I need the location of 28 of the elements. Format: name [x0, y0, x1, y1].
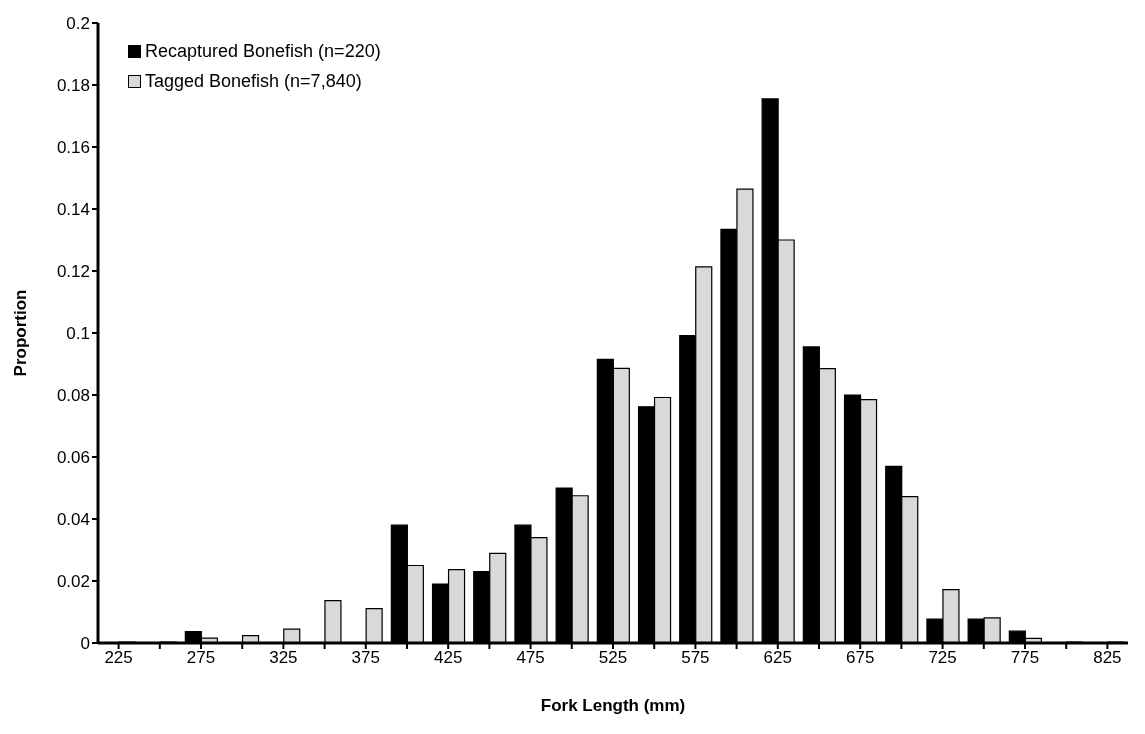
- x-tick-label: 325: [269, 648, 298, 668]
- y-tick-label: 0.18: [56, 76, 90, 96]
- x-tick-label: 475: [516, 648, 545, 668]
- legend-label: Tagged Bonefish (n=7,840): [145, 70, 362, 93]
- y-axis-title: Proportion: [11, 289, 31, 377]
- y-tick-label: 0.16: [56, 138, 90, 158]
- y-tick-label: 0.1: [66, 324, 90, 344]
- x-tick-label: 275: [186, 648, 216, 668]
- x-tick-label: 225: [104, 648, 133, 668]
- x-tick-label: 625: [763, 648, 792, 668]
- x-tick-label: 675: [846, 648, 875, 668]
- y-tick-label: 0.06: [56, 448, 90, 468]
- x-tick-label: 575: [681, 648, 710, 668]
- x-axis-title: Fork Length (mm): [540, 696, 686, 715]
- x-tick-label: 525: [598, 648, 628, 668]
- y-tick-label: 0.14: [56, 200, 90, 220]
- y-tick-label: 0.12: [56, 262, 90, 282]
- y-tick-label: 0.04: [56, 510, 90, 530]
- x-tick-label: 425: [434, 648, 463, 668]
- y-tick-label: 0: [80, 634, 90, 654]
- x-tick-label: 375: [351, 648, 380, 668]
- y-tick-label: 0.2: [66, 14, 90, 34]
- legend-label: Recaptured Bonefish (n=220): [145, 40, 381, 63]
- y-tick-label: 0.08: [56, 386, 90, 406]
- y-tick-label: 0.02: [56, 572, 90, 592]
- x-tick-label: 825: [1093, 648, 1122, 668]
- x-tick-label: 775: [1010, 648, 1040, 668]
- x-tick-label: 725: [928, 648, 957, 668]
